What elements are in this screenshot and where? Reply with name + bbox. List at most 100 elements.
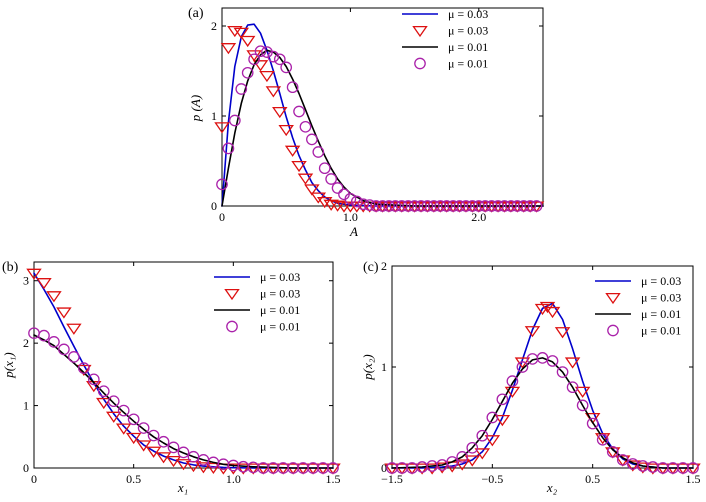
panel-a-legend-swatch bbox=[412, 25, 428, 38]
panel-c-series-1-point bbox=[464, 455, 481, 467]
panel-a-series-3-point bbox=[415, 200, 427, 212]
panel-b-series-1-point bbox=[325, 463, 341, 475]
panel-b-series-3-point bbox=[68, 351, 80, 363]
panel-c-series-1-point bbox=[474, 448, 491, 460]
panel-c-legend-swatch bbox=[607, 324, 619, 337]
panel-a-series-3-point bbox=[318, 162, 331, 175]
panel-c-series-3-point bbox=[446, 456, 459, 468]
panel-a-series-3-point bbox=[453, 200, 466, 212]
panel-c-legend-entry: μ = 0.03 bbox=[605, 291, 681, 305]
panel-a-legend-label: μ = 0.03 bbox=[448, 7, 488, 21]
panel-b-legend-label: μ = 0.01 bbox=[260, 320, 300, 334]
panel-b-series-1-point bbox=[145, 446, 162, 458]
panel-a-series-3-point bbox=[267, 50, 280, 63]
panel-c-series-1-point bbox=[675, 463, 691, 475]
panel-b-series-1-point bbox=[305, 463, 321, 475]
panel-a-series-3-point bbox=[511, 200, 524, 212]
panel-c-xlabel: x₂ bbox=[546, 480, 558, 495]
panel-a-ylabel: p (A) bbox=[188, 95, 203, 122]
panel-a-series-1-point bbox=[214, 122, 230, 134]
panel-a-xtick-label: 1.0 bbox=[343, 210, 358, 224]
panel-c-series-1-point bbox=[685, 463, 701, 475]
panel-a-tag: (a) bbox=[188, 6, 204, 21]
panel-c-ytick-label: 1 bbox=[381, 360, 387, 374]
panel-c-tag: (c) bbox=[363, 260, 379, 275]
panel-b-ytick-label: 0 bbox=[23, 461, 29, 475]
panel-c-series-3-point bbox=[556, 366, 569, 378]
panel-c-series-1-point bbox=[554, 327, 571, 339]
panel-c-series-3-point bbox=[546, 355, 559, 367]
panel-b-series-3-point bbox=[87, 373, 100, 386]
panel-c-series-1-point bbox=[434, 462, 450, 474]
panel-a-series-3-point bbox=[428, 200, 440, 212]
panel-a-legend-entry: μ = 0.03 bbox=[412, 24, 488, 38]
panel-a-legend: μ = 0.03 μ = 0.03 μ = 0.01 μ = 0.01 bbox=[402, 7, 488, 71]
panel-c-series-3-point bbox=[516, 361, 529, 373]
panel-a-series-3-point bbox=[434, 200, 447, 212]
panel-b-series-1-point bbox=[195, 462, 212, 474]
panel-a-series-1-point bbox=[239, 35, 256, 48]
panel-c-series-3-point bbox=[566, 381, 579, 394]
panel-a-series-1-point bbox=[252, 60, 269, 72]
panel-a-series-3-point bbox=[466, 200, 479, 212]
panel-a-series-1-point bbox=[227, 25, 243, 38]
panel-a-series-1-point bbox=[278, 124, 294, 137]
panel-a-series-1-point bbox=[259, 70, 275, 83]
panel-b-series-1-point bbox=[125, 432, 142, 445]
panel-a-series-3-point bbox=[472, 200, 485, 212]
panel-b-series-1-point bbox=[56, 307, 72, 319]
panel-b-legend-label: μ = 0.03 bbox=[260, 287, 300, 301]
panel-a-xlabel: A bbox=[349, 224, 358, 239]
panel-c-series-1-point bbox=[414, 463, 430, 475]
panel-a-series-3-point bbox=[505, 200, 517, 212]
panel-b-series-1-point bbox=[265, 463, 281, 475]
panel-b-series-1-point bbox=[245, 463, 262, 475]
panel-b-legend-swatch bbox=[226, 320, 238, 333]
panel-b-series-1-point bbox=[165, 455, 182, 468]
panel-c-series-1-point bbox=[625, 460, 641, 472]
panel-a-series-3-point bbox=[389, 200, 402, 212]
panel-a-series-3-point bbox=[241, 66, 254, 79]
panel-c-series-1-point bbox=[594, 433, 611, 445]
panel-c-series-1-point bbox=[574, 386, 591, 398]
panel-a-series-3-point bbox=[306, 133, 318, 146]
panel-c-series-3-point bbox=[486, 411, 499, 424]
panel-c-series-3-point bbox=[606, 445, 619, 458]
panel-c-plot-area bbox=[384, 301, 701, 475]
panel-a-series-3-point bbox=[299, 120, 312, 133]
panel-b-series-1-point bbox=[66, 323, 82, 335]
panel-b-series-1-point bbox=[135, 440, 152, 452]
panel-a-series-1-point bbox=[528, 201, 545, 213]
panel-a-legend-entry: μ = 0.03 bbox=[402, 7, 488, 21]
panel-a-axes-box bbox=[221, 7, 544, 207]
panel-b-series-3 bbox=[28, 327, 339, 474]
panel-a-series-3-point bbox=[421, 200, 434, 212]
panel-c-series-1-point bbox=[404, 463, 420, 475]
panel-a-series-3-point bbox=[479, 200, 492, 212]
panel-a-series-3-point bbox=[344, 192, 357, 205]
panel-c-ytick-label: 0 bbox=[381, 461, 387, 475]
panel-b-tag: (b) bbox=[2, 260, 19, 275]
panel-c-xtick-label: 1.5 bbox=[686, 472, 701, 486]
panel-a-series-3-point bbox=[370, 200, 382, 212]
panel-a-legend-label: μ = 0.03 bbox=[448, 24, 488, 38]
panel-b-legend: μ = 0.03 μ = 0.03 μ = 0.01 μ = 0.01 bbox=[214, 270, 300, 334]
panel-c-series-3-point bbox=[576, 399, 589, 412]
panel-b-series-1-point bbox=[36, 278, 52, 290]
panel-b-ytick-label: 1 bbox=[23, 399, 29, 413]
panel-a-series-3-point bbox=[530, 200, 543, 212]
panel-a-xtick-label: 0 bbox=[219, 210, 225, 224]
panel-b-series-3-point bbox=[177, 446, 190, 459]
panel-c-xtick-label: −0.5 bbox=[481, 472, 503, 486]
panel-a-series-1 bbox=[214, 25, 545, 213]
panel-c-series-1-point bbox=[494, 414, 511, 427]
panel-a-series-1-point bbox=[316, 196, 333, 209]
panel-a-series-3-point bbox=[273, 53, 286, 66]
panel-a-series-3-point bbox=[216, 178, 228, 191]
panel-a-series-3-point bbox=[440, 200, 453, 212]
panel-a-ytick-label: 1 bbox=[211, 109, 217, 123]
panel-a-series-1-point bbox=[272, 106, 288, 119]
